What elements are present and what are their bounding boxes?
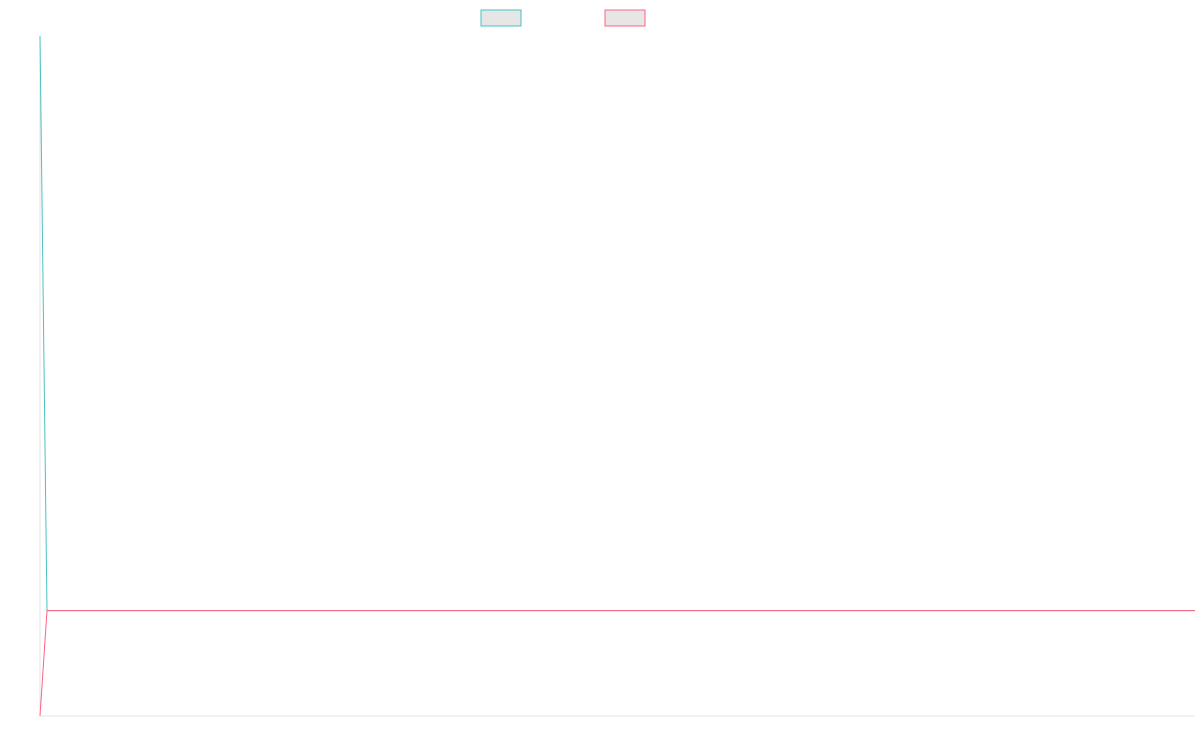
legend-swatch-2: [604, 9, 646, 27]
legend-swatch-1: [480, 9, 522, 27]
axes: [39, 36, 1195, 717]
legend-item-1[interactable]: [480, 9, 522, 27]
legend: [480, 9, 646, 27]
legend-item-2[interactable]: [604, 9, 646, 27]
series-line-1: [39, 35, 1195, 612]
series-line-2: [39, 610, 1195, 717]
series-lines: [39, 35, 1195, 717]
